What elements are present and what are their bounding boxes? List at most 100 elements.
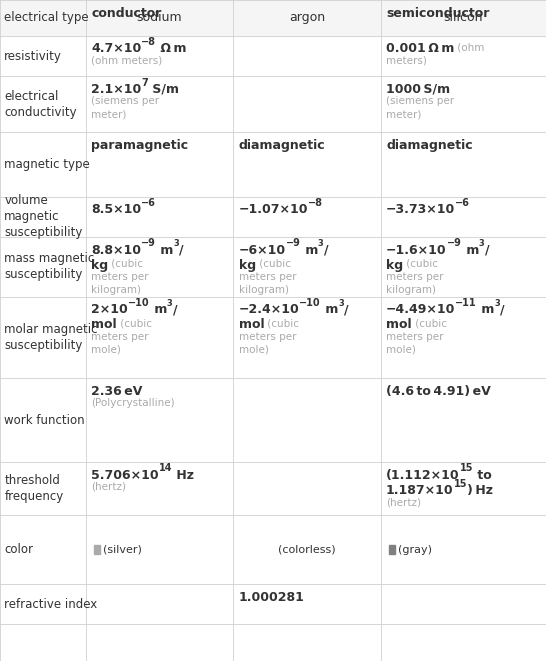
Text: (Polycrystalline): (Polycrystalline): [91, 398, 175, 408]
Text: color: color: [4, 543, 33, 556]
Text: diamagnetic: diamagnetic: [386, 139, 473, 151]
Text: m: m: [461, 244, 479, 256]
Text: −6: −6: [455, 198, 470, 208]
Text: /: /: [324, 244, 328, 256]
Text: −1.6×10: −1.6×10: [386, 244, 447, 256]
Text: −9: −9: [447, 239, 461, 249]
Text: threshold
frequency: threshold frequency: [4, 474, 64, 503]
Text: −9: −9: [141, 239, 156, 249]
Text: (1.112×10: (1.112×10: [386, 469, 460, 482]
Text: kilogram): kilogram): [239, 286, 289, 295]
Text: 15: 15: [460, 463, 473, 473]
Text: /: /: [500, 303, 505, 316]
Text: −9: −9: [286, 239, 301, 249]
Bar: [389, 545, 395, 554]
Text: /: /: [179, 244, 184, 256]
Text: 1.187×10: 1.187×10: [386, 484, 454, 497]
Bar: [0, 0, 546, 36]
Text: kg: kg: [386, 259, 403, 272]
Text: −2.4×10: −2.4×10: [239, 303, 299, 316]
Bar: [94, 545, 100, 554]
Text: mole): mole): [386, 345, 416, 355]
Text: 2.36 eV: 2.36 eV: [91, 385, 143, 398]
Text: (ohm meters): (ohm meters): [91, 56, 162, 65]
Text: semiconductor: semiconductor: [386, 7, 489, 20]
Text: −4.49×10: −4.49×10: [386, 303, 455, 316]
Text: work function: work function: [4, 414, 85, 426]
Text: (hertz): (hertz): [386, 497, 421, 507]
Text: ) Hz: ) Hz: [467, 484, 493, 497]
Text: (gray): (gray): [398, 545, 432, 555]
Text: 3: 3: [479, 239, 485, 248]
Text: to: to: [473, 469, 492, 482]
Text: silicon: silicon: [443, 11, 483, 24]
Text: (ohm: (ohm: [454, 42, 485, 52]
Text: −1.07×10: −1.07×10: [239, 204, 308, 216]
Text: diamagnetic: diamagnetic: [239, 139, 325, 151]
Text: −11: −11: [455, 298, 477, 308]
Text: conductor: conductor: [91, 7, 162, 20]
Text: 0.001 Ω m: 0.001 Ω m: [386, 42, 454, 56]
Text: (cubic: (cubic: [108, 259, 143, 269]
Text: kg: kg: [239, 259, 256, 272]
Text: −6×10: −6×10: [239, 244, 286, 256]
Text: 3: 3: [339, 299, 344, 307]
Text: −3.73×10: −3.73×10: [386, 204, 455, 216]
Text: 3: 3: [494, 299, 500, 307]
Text: 8.5×10: 8.5×10: [91, 204, 141, 216]
Text: m: m: [321, 303, 339, 316]
Text: meters per: meters per: [239, 332, 296, 342]
Text: m: m: [301, 244, 318, 256]
Text: m: m: [150, 303, 167, 316]
Text: meters per: meters per: [239, 272, 296, 282]
Text: 3: 3: [318, 239, 324, 248]
Text: (silver): (silver): [103, 545, 142, 555]
Text: /: /: [485, 244, 489, 256]
Text: molar magnetic
susceptibility: molar magnetic susceptibility: [4, 323, 98, 352]
Text: (4.6 to 4.91) eV: (4.6 to 4.91) eV: [386, 385, 491, 398]
Text: (colorless): (colorless): [278, 545, 336, 555]
Text: (hertz): (hertz): [91, 482, 126, 492]
Text: mol: mol: [91, 319, 117, 331]
Text: −8: −8: [141, 37, 157, 47]
Text: kilogram): kilogram): [386, 286, 436, 295]
Text: (cubic: (cubic: [412, 319, 447, 329]
Text: 7: 7: [141, 77, 148, 87]
Text: meter): meter): [386, 109, 422, 119]
Text: meters per: meters per: [91, 332, 149, 342]
Text: 14: 14: [159, 463, 173, 473]
Text: /: /: [173, 303, 177, 316]
Text: meters per: meters per: [91, 272, 149, 282]
Text: volume
magnetic
susceptibility: volume magnetic susceptibility: [4, 194, 83, 239]
Text: (cubic: (cubic: [117, 319, 152, 329]
Text: kg: kg: [91, 259, 108, 272]
Text: meters per: meters per: [386, 332, 443, 342]
Text: 3: 3: [167, 299, 173, 307]
Text: m: m: [477, 303, 494, 316]
Text: sodium: sodium: [136, 11, 182, 24]
Text: 2.1×10: 2.1×10: [91, 83, 141, 96]
Text: (cubic: (cubic: [264, 319, 299, 329]
Text: −6: −6: [141, 198, 156, 208]
Text: mol: mol: [239, 319, 264, 331]
Text: 3: 3: [174, 239, 179, 248]
Text: −8: −8: [308, 198, 323, 208]
Text: mol: mol: [386, 319, 412, 331]
Text: refractive index: refractive index: [4, 598, 98, 611]
Text: 2×10: 2×10: [91, 303, 128, 316]
Text: argon: argon: [289, 11, 325, 24]
Text: (cubic: (cubic: [403, 259, 438, 269]
Text: (cubic: (cubic: [256, 259, 290, 269]
Text: mole): mole): [239, 345, 269, 355]
Text: magnetic type: magnetic type: [4, 158, 90, 171]
Text: Ω m: Ω m: [157, 42, 187, 56]
Text: 15: 15: [454, 479, 467, 488]
Text: kilogram): kilogram): [91, 286, 141, 295]
Text: mass magnetic
susceptibility: mass magnetic susceptibility: [4, 253, 94, 282]
Text: electrical type: electrical type: [4, 11, 89, 24]
Text: 1000 S/m: 1000 S/m: [386, 83, 450, 96]
Text: S/m: S/m: [148, 83, 179, 96]
Text: 8.8×10: 8.8×10: [91, 244, 141, 256]
Text: resistivity: resistivity: [4, 50, 62, 63]
Text: (siemens per: (siemens per: [91, 96, 159, 106]
